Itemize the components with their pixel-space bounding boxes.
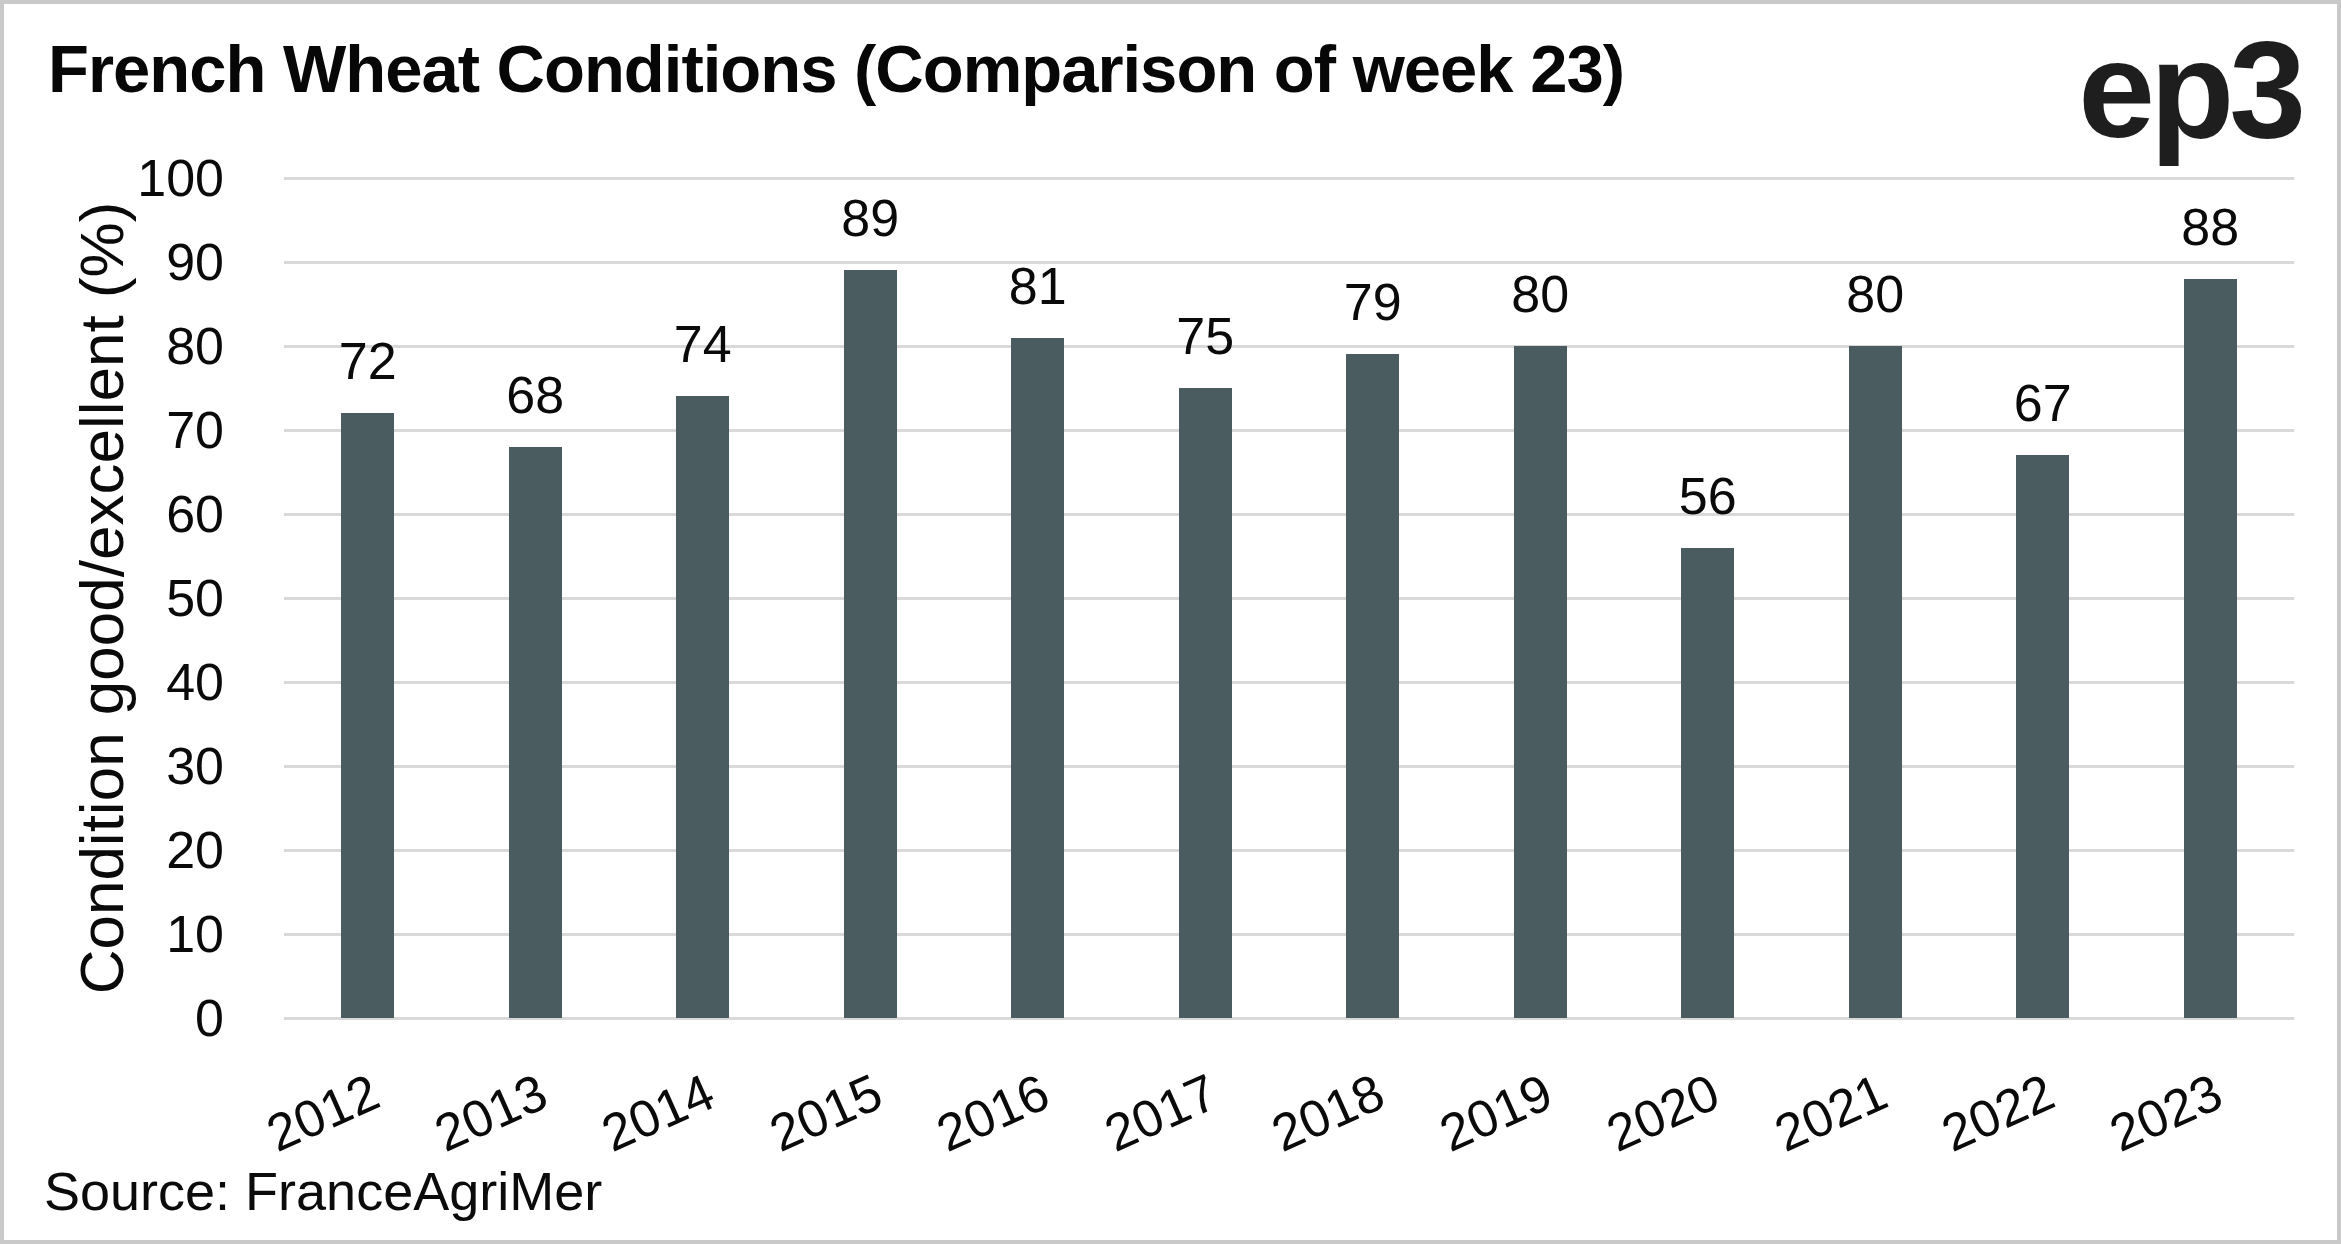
bar-2016 (1011, 338, 1064, 1018)
y-tick-label-0: 0 (19, 992, 224, 1044)
x-tick-label-2013: 2013 (427, 1065, 554, 1160)
x-tick-label-2017: 2017 (1097, 1065, 1224, 1160)
x-tick-label-2022: 2022 (1934, 1065, 2061, 1160)
gridline-y-90 (284, 261, 2294, 264)
bar-value-label-2013: 68 (455, 369, 615, 421)
bar-value-label-2020: 56 (1628, 470, 1788, 522)
bar-value-label-2023: 88 (2130, 201, 2290, 253)
gridline-y-50 (284, 597, 2294, 600)
y-tick-label-40: 40 (19, 656, 224, 708)
x-tick-label-2023: 2023 (2102, 1065, 2229, 1160)
bar-value-label-2016: 81 (958, 260, 1118, 312)
x-tick-label-2015: 2015 (762, 1065, 889, 1160)
bar-2012 (341, 413, 394, 1018)
y-tick-label-50: 50 (19, 572, 224, 624)
gridline-y-0 (284, 1017, 2294, 1020)
bar-2017 (1179, 388, 1232, 1018)
y-tick-label-20: 20 (19, 824, 224, 876)
gridline-y-80 (284, 345, 2294, 348)
gridline-y-30 (284, 765, 2294, 768)
gridline-y-100 (284, 177, 2294, 180)
bar-2013 (509, 447, 562, 1018)
bar-value-label-2021: 80 (1795, 268, 1955, 320)
x-tick-label-2014: 2014 (594, 1065, 721, 1160)
y-tick-label-80: 80 (19, 320, 224, 372)
x-tick-label-2020: 2020 (1599, 1065, 1726, 1160)
y-tick-label-30: 30 (19, 740, 224, 792)
gridline-y-10 (284, 933, 2294, 936)
y-tick-label-60: 60 (19, 488, 224, 540)
bar-2019 (1514, 346, 1567, 1018)
bar-value-label-2012: 72 (288, 335, 448, 387)
x-tick-label-2019: 2019 (1432, 1065, 1559, 1160)
y-tick-label-70: 70 (19, 404, 224, 456)
bar-2023 (2184, 279, 2237, 1018)
y-tick-label-90: 90 (19, 236, 224, 288)
source-note: Source: FranceAgriMer (44, 1162, 602, 1221)
bar-2014 (676, 396, 729, 1018)
bar-value-label-2014: 74 (623, 318, 783, 370)
bar-value-label-2018: 79 (1293, 276, 1453, 328)
chart-title: French Wheat Conditions (Comparison of w… (48, 35, 1624, 102)
bar-2020 (1681, 548, 1734, 1018)
y-tick-label-100: 100 (19, 152, 224, 204)
gridline-y-40 (284, 681, 2294, 684)
bar-2021 (1849, 346, 1902, 1018)
gridline-y-20 (284, 849, 2294, 852)
bar-2015 (844, 270, 897, 1018)
y-tick-label-10: 10 (19, 908, 224, 960)
bar-value-label-2022: 67 (1963, 377, 2123, 429)
bar-value-label-2019: 80 (1460, 268, 1620, 320)
x-tick-label-2018: 2018 (1264, 1065, 1391, 1160)
plot-area: 0102030405060708090100722012682013742014… (284, 178, 2294, 1018)
x-tick-label-2021: 2021 (1767, 1065, 1894, 1160)
x-tick-label-2016: 2016 (929, 1065, 1056, 1160)
chart-frame: French Wheat Conditions (Comparison of w… (0, 0, 2341, 1244)
x-tick-label-2012: 2012 (259, 1065, 386, 1160)
bar-value-label-2015: 89 (790, 192, 950, 244)
bar-2022 (2016, 455, 2069, 1018)
bar-2018 (1346, 354, 1399, 1018)
bar-value-label-2017: 75 (1125, 310, 1285, 362)
gridline-y-60 (284, 513, 2294, 516)
ep3-logo: ep3 (2078, 20, 2301, 158)
